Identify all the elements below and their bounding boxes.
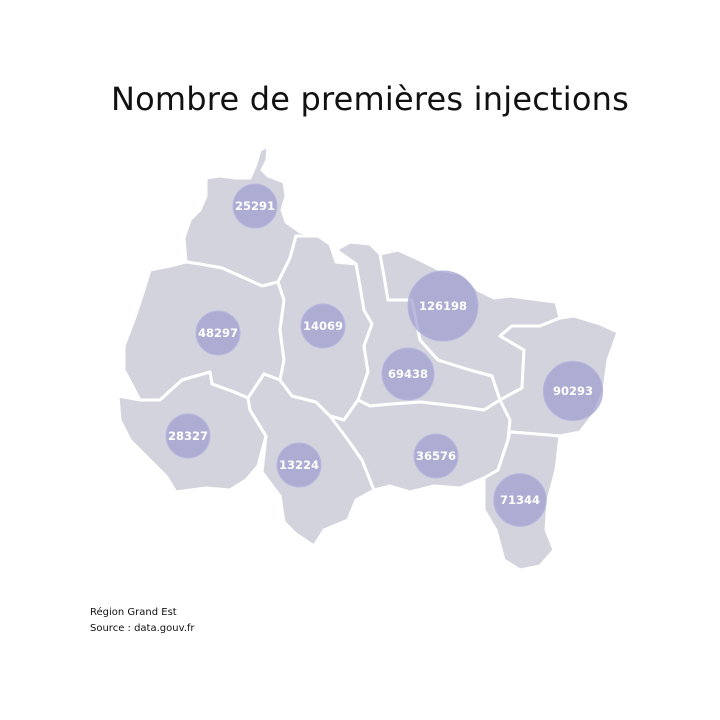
bubble-label-aube: 28327 — [168, 429, 208, 443]
bubbles-layer: 25291 48297 28327 13224 14069 69438 126198 3657… — [165, 183, 604, 527]
bubble-label-haute-marne: 13224 — [279, 458, 319, 472]
bubble-vosges — [413, 433, 459, 479]
region-caption: Région Grand Est — [90, 607, 177, 618]
bubble-label-moselle: 126198 — [419, 299, 467, 313]
bubble-haute-marne — [276, 442, 322, 488]
bubble-label-bas-rhin: 90293 — [553, 384, 593, 398]
source-caption: Source : data.gouv.fr — [90, 623, 195, 634]
bubble-ardennes — [232, 183, 278, 229]
bubble-label-marne: 48297 — [198, 326, 238, 340]
bubble-label-ardennes: 25291 — [235, 199, 275, 213]
bubble-marne — [195, 310, 241, 356]
bubble-aube — [165, 413, 211, 459]
bubble-label-meuse: 14069 — [303, 319, 343, 333]
bubble-label-meurthe-et-moselle: 69438 — [388, 367, 428, 381]
map-title: Nombre de premières injections — [111, 80, 629, 118]
bubble-meurthe-et-moselle — [381, 347, 435, 401]
bubble-bas-rhin — [542, 360, 604, 422]
bubble-haut-rhin — [493, 473, 547, 527]
bubble-moselle — [407, 270, 479, 342]
bubble-meuse — [300, 303, 346, 349]
bubble-label-haut-rhin: 71344 — [500, 493, 540, 507]
bubble-label-vosges: 36576 — [416, 449, 456, 463]
